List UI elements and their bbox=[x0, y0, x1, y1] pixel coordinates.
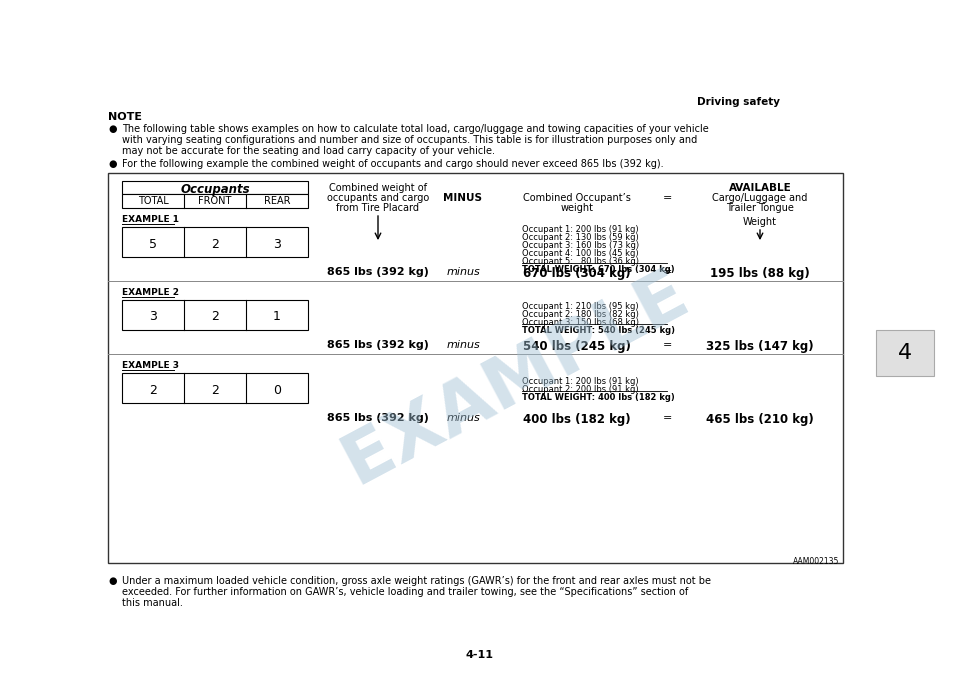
Text: this manual.: this manual. bbox=[122, 598, 182, 608]
Text: Combined Occupant’s: Combined Occupant’s bbox=[523, 193, 631, 203]
Text: may not be accurate for the seating and load carry capacity of your vehicle.: may not be accurate for the seating and … bbox=[122, 146, 495, 156]
Text: Cargo/Luggage and: Cargo/Luggage and bbox=[712, 193, 807, 203]
Bar bbox=[876, 330, 934, 376]
Text: Occupant 1: 210 lbs (95 kg): Occupant 1: 210 lbs (95 kg) bbox=[522, 302, 638, 311]
Text: Occupant 2: 200 lbs (91 kg): Occupant 2: 200 lbs (91 kg) bbox=[522, 385, 638, 394]
Text: ●: ● bbox=[108, 124, 116, 134]
Text: 5: 5 bbox=[149, 237, 157, 250]
Text: Occupant 1: 200 lbs (91 kg): Occupant 1: 200 lbs (91 kg) bbox=[522, 225, 638, 234]
Text: =: = bbox=[663, 267, 673, 277]
Text: EXAMPLE: EXAMPLE bbox=[331, 258, 700, 498]
Text: 4: 4 bbox=[898, 343, 912, 363]
Text: 400 lbs (182 kg): 400 lbs (182 kg) bbox=[523, 413, 631, 426]
Text: 325 lbs (147 kg): 325 lbs (147 kg) bbox=[707, 340, 814, 353]
Text: TOTAL: TOTAL bbox=[137, 196, 168, 206]
Bar bbox=[122, 181, 308, 194]
Bar bbox=[122, 227, 308, 257]
Text: minus: minus bbox=[446, 413, 480, 423]
Text: 2: 2 bbox=[211, 311, 219, 323]
Text: 2: 2 bbox=[211, 384, 219, 397]
Text: Occupant 5:   80 lbs (36 kg): Occupant 5: 80 lbs (36 kg) bbox=[522, 257, 639, 266]
Text: minus: minus bbox=[446, 340, 480, 350]
Text: Occupant 1: 200 lbs (91 kg): Occupant 1: 200 lbs (91 kg) bbox=[522, 377, 638, 386]
Text: Occupant 4: 100 lbs (45 kg): Occupant 4: 100 lbs (45 kg) bbox=[522, 249, 638, 258]
Text: REAR: REAR bbox=[264, 196, 290, 206]
Text: Occupants: Occupants bbox=[180, 182, 250, 195]
Text: Occupant 3: 150 lbs (68 kg): Occupant 3: 150 lbs (68 kg) bbox=[522, 318, 639, 327]
Text: TOTAL WEIGHT: 670 lbs (304 kg): TOTAL WEIGHT: 670 lbs (304 kg) bbox=[522, 265, 675, 274]
Bar bbox=[108, 173, 843, 563]
Text: TOTAL WEIGHT: 400 lbs (182 kg): TOTAL WEIGHT: 400 lbs (182 kg) bbox=[522, 393, 675, 402]
Text: minus: minus bbox=[446, 267, 480, 277]
Text: Combined weight of: Combined weight of bbox=[329, 183, 427, 193]
Text: 865 lbs (392 kg): 865 lbs (392 kg) bbox=[327, 413, 429, 423]
Text: ●: ● bbox=[108, 159, 116, 169]
Text: NOTE: NOTE bbox=[108, 112, 142, 122]
Text: Weight: Weight bbox=[743, 217, 777, 227]
Text: EXAMPLE 1: EXAMPLE 1 bbox=[122, 215, 179, 224]
Text: EXAMPLE 3: EXAMPLE 3 bbox=[122, 361, 179, 370]
Text: Occupant 2: 130 lbs (59 kg): Occupant 2: 130 lbs (59 kg) bbox=[522, 233, 638, 242]
Text: The following table shows examples on how to calculate total load, cargo/luggage: The following table shows examples on ho… bbox=[122, 124, 708, 134]
Text: 540 lbs (245 kg): 540 lbs (245 kg) bbox=[523, 340, 631, 353]
Text: AAM002135: AAM002135 bbox=[793, 557, 839, 566]
Text: =: = bbox=[663, 193, 673, 203]
Text: occupants and cargo: occupants and cargo bbox=[326, 193, 429, 203]
Text: MINUS: MINUS bbox=[444, 193, 483, 203]
Text: 2: 2 bbox=[149, 384, 156, 397]
Text: 0: 0 bbox=[273, 384, 281, 397]
Text: exceeded. For further information on GAWR’s, vehicle loading and trailer towing,: exceeded. For further information on GAW… bbox=[122, 587, 688, 597]
Text: Under a maximum loaded vehicle condition, gross axle weight ratings (GAWR’s) for: Under a maximum loaded vehicle condition… bbox=[122, 576, 711, 586]
Text: 1: 1 bbox=[273, 311, 281, 323]
Text: EXAMPLE 2: EXAMPLE 2 bbox=[122, 288, 179, 297]
Bar bbox=[122, 194, 308, 208]
Text: TOTAL WEIGHT: 540 lbs (245 kg): TOTAL WEIGHT: 540 lbs (245 kg) bbox=[522, 326, 675, 335]
Text: =: = bbox=[663, 413, 673, 423]
Text: with varying seating configurations and number and size of occupants. This table: with varying seating configurations and … bbox=[122, 135, 697, 145]
Bar bbox=[122, 373, 308, 403]
Text: For the following example the combined weight of occupants and cargo should neve: For the following example the combined w… bbox=[122, 159, 663, 169]
Text: from Tire Placard: from Tire Placard bbox=[337, 203, 420, 213]
Text: Trailer Tongue: Trailer Tongue bbox=[726, 203, 794, 213]
Text: Driving safety: Driving safety bbox=[697, 97, 780, 107]
Text: =: = bbox=[663, 340, 673, 350]
Text: ●: ● bbox=[108, 576, 116, 586]
Text: AVAILABLE: AVAILABLE bbox=[729, 183, 791, 193]
Text: 4-11: 4-11 bbox=[466, 650, 494, 660]
Text: 865 lbs (392 kg): 865 lbs (392 kg) bbox=[327, 340, 429, 350]
Text: 465 lbs (210 kg): 465 lbs (210 kg) bbox=[707, 413, 814, 426]
Bar bbox=[122, 300, 308, 330]
Text: 3: 3 bbox=[273, 237, 281, 250]
Text: 2: 2 bbox=[211, 237, 219, 250]
Text: 670 lbs (304 kg): 670 lbs (304 kg) bbox=[523, 267, 631, 280]
Text: Occupant 2: 180 lbs (82 kg): Occupant 2: 180 lbs (82 kg) bbox=[522, 310, 638, 319]
Text: 865 lbs (392 kg): 865 lbs (392 kg) bbox=[327, 267, 429, 277]
Text: weight: weight bbox=[561, 203, 593, 213]
Text: 195 lbs (88 kg): 195 lbs (88 kg) bbox=[710, 267, 810, 280]
Text: Occupant 3: 160 lbs (73 kg): Occupant 3: 160 lbs (73 kg) bbox=[522, 241, 639, 250]
Text: 3: 3 bbox=[149, 311, 156, 323]
Text: FRONT: FRONT bbox=[199, 196, 231, 206]
